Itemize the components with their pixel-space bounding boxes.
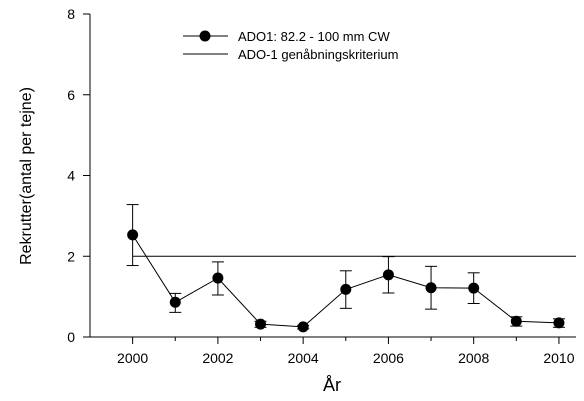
x-tick-label: 2000 [117,350,148,366]
series-layer [126,204,565,333]
y-tick-label: 6 [67,87,75,103]
legend-label: ADO1: 82.2 - 100 mm CW [238,29,390,44]
data-point [255,318,267,330]
y-axis-label: Rekrutter(antal per tejne) [18,87,35,265]
data-point [340,283,352,295]
data-point [297,321,309,333]
x-axis-label: År [323,375,341,395]
axes: 0 2 4 6 8 2000 2002 2004 2006 2008 2010 [67,6,576,366]
legend: ADO1: 82.2 - 100 mm CW ADO-1 genåbningskr… [183,29,398,62]
data-point [468,282,480,294]
x-tick-label: 2004 [288,350,319,366]
x-tick-label: 2008 [458,350,489,366]
y-tick-label: 4 [67,168,75,184]
x-tick-label: 2002 [202,350,233,366]
data-point [212,272,224,284]
x-tick-label: 2010 [543,350,574,366]
y-tick-label: 2 [67,248,75,264]
data-point [127,229,139,241]
data-point [553,317,565,329]
x-tick-label: 2006 [373,350,404,366]
data-point [169,296,181,308]
legend-label: ADO-1 genåbningskriterium [238,47,398,62]
data-point [510,315,522,327]
legend-marker [199,30,211,42]
data-point [382,269,394,281]
y-tick-label: 8 [67,6,75,22]
y-tick-label: 0 [67,329,75,345]
data-point [425,282,437,294]
